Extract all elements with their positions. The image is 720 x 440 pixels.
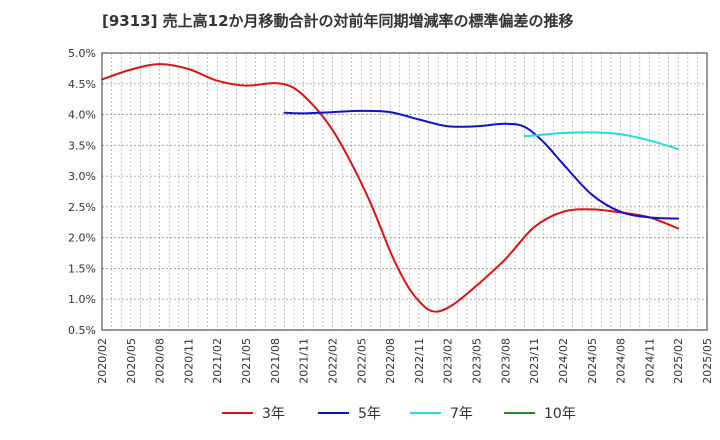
x-tick-label: 2023/08 xyxy=(499,338,512,384)
x-tick-label: 2021/02 xyxy=(211,338,224,384)
legend-label-3: 7年 xyxy=(450,406,473,422)
y-tick-label: 3.5% xyxy=(68,139,96,152)
y-tick-label: 5.0% xyxy=(68,47,96,60)
x-tick-label: 2025/02 xyxy=(672,338,685,384)
x-tick-label: 2021/11 xyxy=(298,338,311,384)
series-line-1 xyxy=(101,63,680,313)
x-tick-label: 2024/02 xyxy=(557,338,570,384)
x-tick-label: 2020/02 xyxy=(96,338,109,384)
x-tick-label: 2025/05 xyxy=(701,338,714,384)
x-tick-label: 2024/11 xyxy=(643,338,656,384)
legend-label-2: 5年 xyxy=(358,406,381,422)
x-tick-label: 2022/05 xyxy=(355,338,368,384)
x-tick-label: 2022/11 xyxy=(413,338,426,384)
y-tick-label: 0.5% xyxy=(68,324,96,337)
y-axis-ticks: 0.5% 1.0% 1.5% 2.0% 2.5% 3.0% 3.5% 4.0% 4.5% 5.0% xyxy=(68,47,96,337)
x-tick-label: 2023/02 xyxy=(442,338,455,384)
y-tick-label: 1.0% xyxy=(68,293,96,306)
legend-label-1: 3年 xyxy=(262,406,285,422)
x-tick-label: 2022/02 xyxy=(326,338,339,384)
grid xyxy=(102,53,707,330)
chart-title: [9313] 売上高12か月移動合計の対前年同期増減率の標準偏差の推移 xyxy=(102,12,574,30)
legend-label-4: 10年 xyxy=(544,406,576,422)
x-tick-label: 2022/08 xyxy=(384,338,397,384)
x-tick-label: 2023/11 xyxy=(528,338,541,384)
y-tick-label: 4.0% xyxy=(68,109,96,122)
x-tick-label: 2020/05 xyxy=(125,338,138,384)
y-tick-label: 1.5% xyxy=(68,262,96,275)
series-line-2 xyxy=(283,109,680,220)
x-tick-label: 2024/05 xyxy=(586,338,599,384)
x-tick-label: 2024/08 xyxy=(615,338,628,384)
x-tick-label: 2020/08 xyxy=(154,338,167,384)
series-line-3 xyxy=(523,131,680,151)
y-tick-label: 2.5% xyxy=(68,201,96,214)
x-tick-label: 2023/05 xyxy=(471,338,484,384)
legend: 3年 5年 7年 10年 xyxy=(222,406,576,422)
x-tick-label: 2021/05 xyxy=(240,338,253,384)
x-axis-ticks: 2020/02 2020/05 2020/08 2020/11 2021/02 2021/… xyxy=(96,338,714,384)
x-tick-label: 2020/11 xyxy=(182,338,195,384)
y-tick-label: 3.0% xyxy=(68,170,96,183)
y-tick-label: 4.5% xyxy=(68,78,96,91)
plot-area-frame xyxy=(101,52,708,331)
x-tick-label: 2021/08 xyxy=(269,338,282,384)
y-tick-label: 2.0% xyxy=(68,232,96,245)
series-lines xyxy=(101,63,680,313)
